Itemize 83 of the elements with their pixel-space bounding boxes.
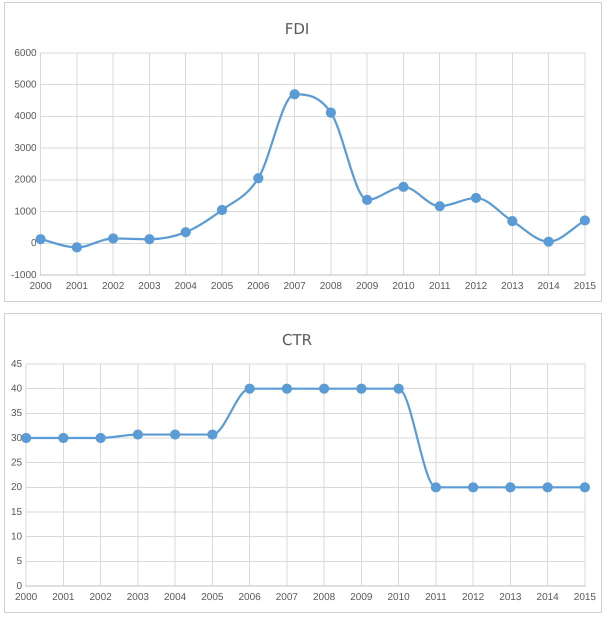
y-tick-label: 5000 bbox=[14, 79, 38, 90]
x-tick-label: 2003 bbox=[138, 280, 161, 292]
point bbox=[58, 432, 68, 444]
point bbox=[35, 234, 46, 244]
point bbox=[434, 201, 445, 212]
x-tick-label: 2013 bbox=[501, 280, 524, 292]
y-tick-label: 45 bbox=[11, 358, 23, 370]
chart-title: CTR bbox=[282, 330, 312, 349]
point bbox=[505, 482, 516, 492]
point bbox=[207, 429, 218, 440]
x-tick-label: 2012 bbox=[462, 592, 485, 603]
x-tick-label: 2008 bbox=[313, 592, 336, 603]
point bbox=[170, 429, 180, 440]
x-tick-label: 2011 bbox=[425, 592, 448, 603]
point bbox=[72, 242, 82, 253]
y-tick-label: 35 bbox=[11, 408, 23, 420]
x-tick-label: 2009 bbox=[356, 280, 379, 292]
x-tick-label: 2002 bbox=[90, 592, 112, 603]
y-tick-label: 0 bbox=[31, 238, 38, 250]
y-tick-label: 30 bbox=[11, 432, 23, 444]
y-tick-label: 4000 bbox=[14, 111, 38, 122]
y-tick-label: 10 bbox=[11, 531, 23, 542]
y-tick-label: 3000 bbox=[14, 142, 38, 154]
point bbox=[253, 173, 264, 184]
x-tick-label: 2007 bbox=[283, 280, 306, 292]
point bbox=[394, 384, 404, 394]
x-tick-label: 2001 bbox=[66, 280, 88, 292]
x-tick-label: 2004 bbox=[174, 280, 198, 292]
y-tick-label: 5 bbox=[16, 556, 23, 568]
y-tick-label: 15 bbox=[11, 506, 23, 518]
point bbox=[470, 192, 482, 204]
point bbox=[398, 182, 409, 192]
x-tick-label: 2006 bbox=[238, 592, 262, 603]
point bbox=[507, 216, 518, 226]
x-tick-label: 2012 bbox=[464, 280, 488, 292]
x-tick-label: 2007 bbox=[276, 592, 298, 603]
point bbox=[244, 384, 255, 394]
point bbox=[132, 429, 143, 440]
x-tick-label: 2008 bbox=[320, 280, 342, 292]
x-tick-label: 2013 bbox=[499, 592, 522, 603]
chart-title: FDI bbox=[284, 20, 310, 38]
x-tick-label: 2005 bbox=[201, 592, 224, 603]
y-tick-label: 25 bbox=[11, 457, 23, 468]
x-tick-label: 2014 bbox=[537, 280, 560, 292]
point bbox=[108, 233, 118, 244]
x-tick-label: 2010 bbox=[388, 592, 410, 603]
x-tick-label: 2000 bbox=[29, 280, 52, 292]
point bbox=[216, 204, 228, 216]
x-tick-label: 2002 bbox=[102, 280, 125, 292]
point bbox=[580, 215, 590, 226]
y-tick-label: 1000 bbox=[14, 206, 38, 218]
point bbox=[542, 482, 553, 492]
x-tick-label: 2010 bbox=[392, 280, 416, 292]
y-tick-label: 6000 bbox=[14, 48, 38, 59]
point bbox=[356, 384, 366, 394]
y-tick-label: -1000 bbox=[11, 270, 38, 281]
point bbox=[430, 482, 441, 492]
x-tick-label: 2014 bbox=[536, 592, 560, 603]
point bbox=[326, 108, 336, 118]
y-tick-label: 2000 bbox=[14, 174, 38, 186]
point bbox=[319, 384, 330, 394]
y-tick-label: 20 bbox=[11, 482, 23, 494]
x-tick-label: 2015 bbox=[574, 280, 596, 292]
point bbox=[580, 482, 590, 492]
point bbox=[96, 432, 106, 444]
y-tick-label: 40 bbox=[11, 383, 23, 394]
x-tick-label: 2006 bbox=[247, 280, 270, 292]
y-tick-label: 0 bbox=[16, 580, 23, 592]
x-tick-label: 2011 bbox=[428, 280, 451, 292]
point bbox=[144, 234, 155, 244]
x-tick-label: 2003 bbox=[126, 592, 150, 603]
x-tick-label: 2001 bbox=[52, 592, 75, 603]
point bbox=[543, 236, 554, 247]
x-tick-label: 2015 bbox=[574, 592, 596, 603]
x-tick-label: 2005 bbox=[210, 280, 234, 292]
point bbox=[21, 432, 32, 444]
point bbox=[362, 194, 372, 205]
point bbox=[282, 384, 292, 394]
point bbox=[180, 227, 191, 238]
point bbox=[289, 89, 300, 100]
x-tick-label: 2009 bbox=[350, 592, 373, 603]
x-tick-label: 2004 bbox=[164, 592, 187, 603]
point bbox=[468, 482, 478, 492]
